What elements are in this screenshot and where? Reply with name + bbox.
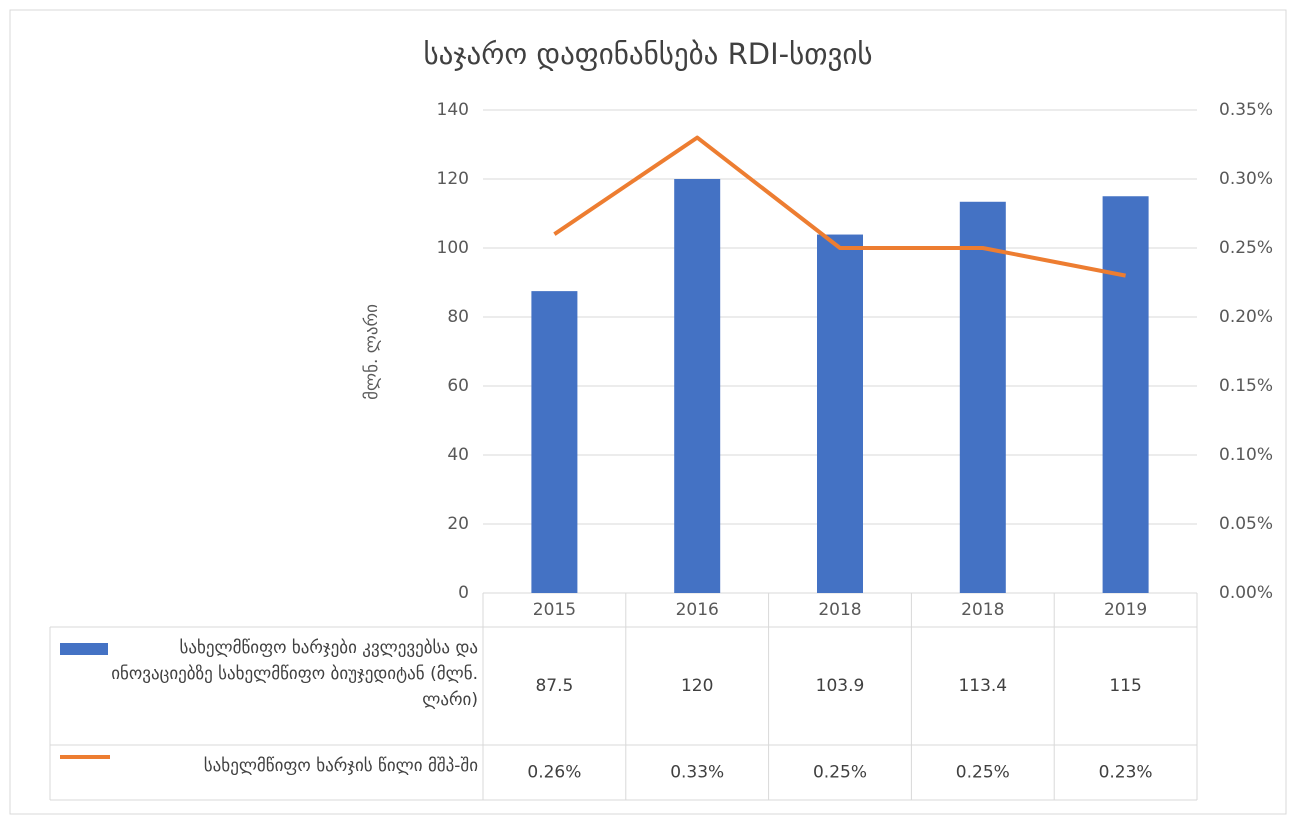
y-tick-label: 40 (447, 445, 469, 465)
bar (1102, 196, 1149, 593)
y-axis-label: მლნ. ლარი (362, 304, 382, 400)
y2-tick-label: 0.05% (1219, 514, 1273, 534)
y2-tick-label: 0.30% (1219, 169, 1273, 189)
table-value: 0.33% (670, 763, 724, 783)
y-tick-label: 120 (437, 169, 469, 189)
legend-label: სახელმწიფო ხარჯები კვლევებსა და ინოვაციე… (111, 638, 478, 710)
table-value: 87.5 (535, 676, 573, 696)
chart-title: საჯარო დაფინანსება RDI-სთვის (423, 37, 872, 71)
line (553, 135, 1126, 278)
x-tick-label: 2016 (676, 600, 719, 620)
y2-tick-label: 0.25% (1219, 238, 1273, 258)
table-value: 0.25% (813, 763, 867, 783)
table-value: 120 (681, 676, 713, 696)
y-tick-label: 0 (458, 583, 469, 603)
y2-tick-label: 0.15% (1219, 376, 1273, 396)
legend-cell: სახელმწიფო ხარჯები კვლევებსა და ინოვაციე… (111, 638, 478, 710)
legend-swatch (60, 643, 108, 655)
x-tick-label: 2018 (818, 600, 861, 620)
y-tick-label: 60 (447, 376, 469, 396)
y-tick-label: 80 (447, 307, 469, 327)
x-tick-label: 2019 (1104, 600, 1147, 620)
table-value: 103.9 (816, 676, 865, 696)
bar (531, 291, 578, 593)
y-tick-label: 140 (437, 100, 469, 120)
bar (817, 234, 863, 594)
table-value: 113.4 (958, 676, 1007, 696)
chart-border (9, 9, 1287, 815)
legend-cell: სახელმწიფო ხარჯის წილი მშპ-ში (203, 756, 478, 776)
table-value: 0.25% (956, 763, 1010, 783)
x-tick-label: 2015 (533, 600, 576, 620)
x-tick-label: 2018 (961, 600, 1004, 620)
table-value: 115 (1109, 676, 1141, 696)
y2-tick-label: 0.00% (1219, 583, 1273, 603)
table-value: 0.23% (1099, 763, 1153, 783)
table-value: 0.26% (527, 763, 581, 783)
y2-tick-label: 0.35% (1219, 100, 1273, 120)
y-tick-label: 20 (447, 514, 469, 534)
y2-tick-label: 0.10% (1219, 445, 1273, 465)
y2-tick-label: 0.20% (1219, 307, 1273, 327)
bar (959, 201, 1006, 593)
legend-label: სახელმწიფო ხარჯის წილი მშპ-ში (203, 756, 478, 776)
bar (674, 179, 721, 593)
y-tick-label: 100 (437, 238, 469, 258)
